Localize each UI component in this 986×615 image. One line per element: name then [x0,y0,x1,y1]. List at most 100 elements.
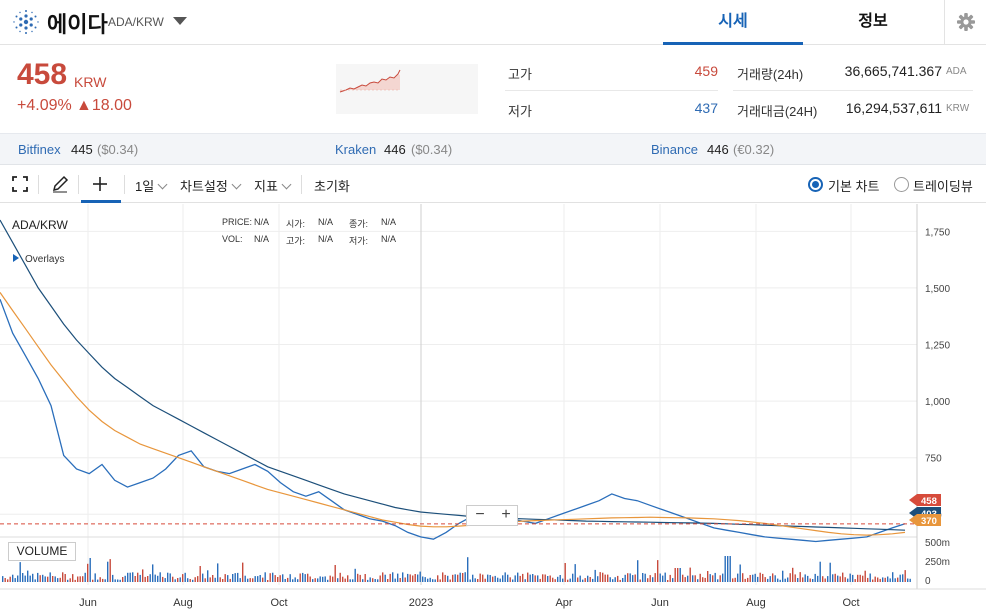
volume-bar [262,577,264,582]
volume-bar [809,578,811,582]
settings-button[interactable] [944,0,986,45]
volume-bar [344,578,346,582]
toolbar-divider [124,175,125,194]
volume-bar [67,579,69,582]
volume-bar [697,579,699,582]
pencil-icon[interactable] [50,174,70,194]
volume-bar [134,576,136,582]
volume-bar [254,576,256,582]
tab-info[interactable]: 정보 [858,13,888,30]
volume-bar [457,574,459,582]
volume-bar [204,578,206,582]
volume-bar [419,571,421,582]
volume-bar [304,574,306,582]
volume-bar [79,576,81,582]
chart-settings-menu[interactable]: 차트설정 [180,176,242,195]
overlays-toggle[interactable]: Overlays [13,254,64,265]
legend-vol-label: VOL: [222,234,243,244]
zoom-out-button[interactable]: − [475,506,485,523]
volume-bar [849,573,851,582]
volume-bar [117,579,119,582]
volume-bar [767,578,769,582]
legend-high-label: 고가: [286,236,306,246]
volume-bar [177,578,179,582]
fullscreen-icon[interactable] [10,174,30,194]
gear-icon [957,13,975,31]
volume-bar [432,579,434,582]
volume-label: VOLUME [8,542,76,561]
volume-bar [357,573,359,582]
coin-select-chevron-down-icon[interactable] [173,17,187,25]
price-chart[interactable]: 1,7501,5001,2501,000750500JunAugOct2023A… [0,204,986,615]
price-marker: 370 [909,514,941,527]
reset-button[interactable]: 초기화 [314,179,350,194]
volume-bar [422,576,424,582]
volume-bar [649,575,651,582]
volume-bar [709,574,711,582]
volume-bar [529,574,531,582]
volume-bar [174,579,176,582]
volume-bar [724,556,726,582]
volume-bar [794,574,796,582]
volume-bar [657,560,659,582]
exchange-name[interactable]: Kraken [335,142,377,157]
exchange-name[interactable]: Bitfinex [18,142,61,157]
tab-price[interactable]: 시세 [663,0,803,45]
volume-bar [87,563,89,582]
volume-bar [244,575,246,582]
price-lines [0,219,917,543]
chart-grid [0,204,986,590]
volume-bar [77,576,79,582]
price-change-percent: +4.09% [17,97,72,114]
tradingview-label[interactable]: 트레이딩뷰 [913,179,973,194]
volume-bar [392,572,394,582]
volume-bar [734,577,736,582]
price-marker-label: 458 [921,496,937,507]
volume-bar [339,572,341,582]
basic-chart-label[interactable]: 기본 차트 [828,179,880,194]
volume-bar [167,572,169,582]
volume-bar [264,572,266,582]
volume-bar [752,574,754,582]
volume-bar [269,573,271,582]
volume-bar [642,573,644,582]
volume-bar [757,576,759,582]
legend-low-value: N/A [381,234,397,244]
volume-bar [884,577,886,582]
volume-bar [277,577,279,582]
volume-bar [637,560,639,582]
volume-bar [679,568,681,582]
volume-bar [899,574,901,582]
toolbar-divider [78,175,79,194]
stat-divider [733,90,973,91]
volume-bar [467,557,469,582]
tradingview-radio[interactable] [894,177,909,192]
exchange-name[interactable]: Binance [651,142,698,157]
volume-bar [829,562,831,582]
legend-open-value: N/A [318,217,334,227]
x-tick-label: Aug [746,597,766,609]
legend-price-value: N/A [254,217,270,227]
interval-select[interactable]: 1일 [135,176,168,195]
volume-bar [817,575,819,582]
volume-bar [379,575,381,582]
volume-bar [504,572,506,582]
volume-bar [242,562,244,582]
exchange-usd: ($0.34) [411,142,453,157]
x-tick-label: Oct [270,597,287,609]
volume-bar [197,576,199,582]
volume-bar [672,578,674,582]
volume-bar [417,574,419,582]
indicators-menu[interactable]: 지표 [254,176,292,195]
volume-bar [34,579,36,582]
volume-bar [462,573,464,582]
volume-bar [234,573,236,582]
crosshair-icon[interactable] [90,174,110,194]
volume-bar [429,577,431,582]
volume-bar [664,572,666,582]
volume-bar [144,576,146,582]
basic-chart-radio[interactable] [808,177,823,192]
volume-bar [82,576,84,582]
volume-bar [537,575,539,582]
zoom-in-button[interactable]: + [501,506,511,523]
